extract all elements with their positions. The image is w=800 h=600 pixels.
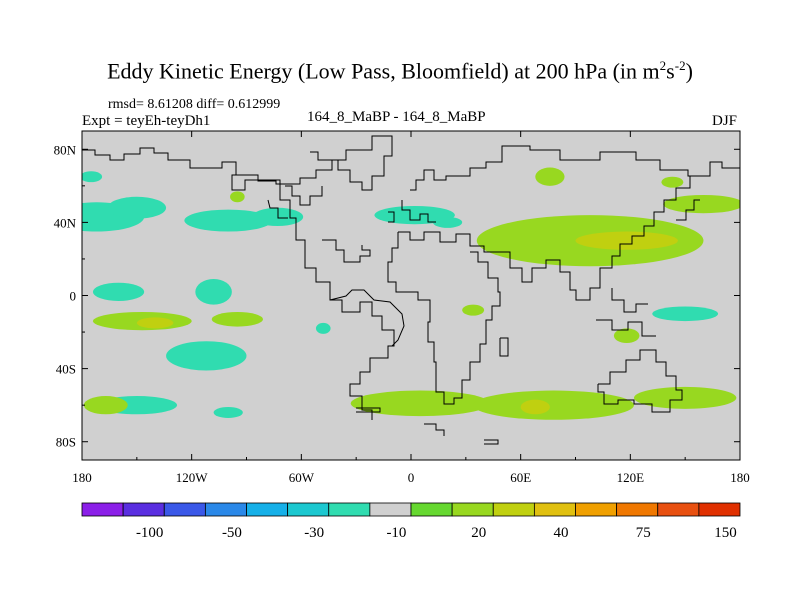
colorbar-swatch: [287, 502, 330, 517]
colorbar-swatch: [698, 502, 741, 517]
y-tick-label: 40S: [56, 362, 76, 377]
colorbar-label: -100: [136, 525, 164, 541]
x-tick-label: 60W: [289, 470, 315, 485]
y-tick-label: 40N: [54, 215, 77, 230]
region-np-45n-cyan: [107, 196, 167, 219]
region-so-65s-cyan-b: [213, 406, 243, 418]
region-med-40n-cyan: [432, 216, 463, 228]
x-tick-label: 180: [730, 470, 750, 485]
region-ep-0-cyan: [92, 282, 145, 301]
colorbar-label: 75: [636, 525, 651, 541]
expt-label: Expt = teyEh-teyDh1: [82, 113, 211, 129]
region-so-60s-green-ee: [633, 386, 737, 409]
region-so-60s-green-e: [473, 390, 634, 420]
region-wp-15s-green: [613, 328, 640, 344]
y-tick-label: 0: [70, 289, 77, 304]
region-so-60s-green-c: [350, 390, 490, 417]
season-label: DJF: [712, 113, 738, 129]
colorbar-swatch: [533, 502, 576, 517]
y-axis-ticks: 80N 40N 0 40S 80S: [54, 142, 740, 450]
chart-title: Eddy Kinetic Energy (Low Pass, Bloomfiel…: [0, 58, 800, 84]
colorbar-label: -30: [304, 525, 324, 541]
colorbar-swatch: [163, 502, 206, 517]
region-sp-10s-green-b: [211, 311, 263, 327]
y-tick-label: 80S: [56, 435, 76, 450]
x-tick-label: 0: [408, 470, 415, 485]
colorbar-swatch: [328, 502, 371, 517]
region-so-60s-green-w: [83, 396, 128, 415]
region-so-60s-yellow: [520, 399, 550, 415]
chart-title-end: ): [685, 58, 693, 84]
contour-regions: [82, 167, 740, 420]
colorbar-label: -10: [386, 525, 406, 541]
region-np-65n-green: [661, 176, 684, 188]
colorbar-label: 20: [471, 525, 486, 541]
region-np-45n-green-e: [663, 194, 740, 214]
colorbar-swatch: [122, 502, 165, 517]
colorbar: -100 -50 -30 -10 20 40 75 150: [81, 502, 741, 541]
chart-title-main: Eddy Kinetic Energy (Low Pass, Bloomfiel…: [107, 58, 660, 84]
x-tick-label: 60E: [510, 470, 531, 485]
region-sa-cyan: [315, 322, 331, 334]
colorbar-label: 150: [714, 525, 737, 541]
region-asia-65n-green: [535, 167, 565, 186]
region-sp-30s-cyan: [166, 341, 247, 371]
center-label: 164_8_MaBP - 164_8_MaBP: [307, 109, 486, 125]
region-io-10s-green: [462, 304, 485, 316]
colorbar-swatch: [657, 502, 700, 517]
region-sp-10s-yellow: [136, 317, 174, 329]
region-arctic-cyan: [82, 171, 103, 183]
coastlines: [82, 135, 740, 445]
y-tick-label: 80N: [54, 142, 77, 157]
region-ep-10s-cyan: [195, 279, 232, 305]
colorbar-label: -50: [222, 525, 242, 541]
x-tick-label: 120E: [617, 470, 645, 485]
x-tick-label: 120W: [176, 470, 209, 485]
region-asia-40n-yellow: [575, 231, 678, 250]
colorbar-swatch: [492, 502, 535, 517]
colorbar-label: 40: [553, 525, 568, 541]
x-tick-label: 180: [72, 470, 92, 485]
colorbar-swatch: [81, 502, 124, 517]
chart-title-exp2: -2: [674, 58, 686, 73]
colorbar-swatch: [410, 502, 453, 517]
chart-title-mid: s: [666, 58, 675, 84]
region-wp-10s-cyan: [652, 306, 719, 322]
chart-title-exp1: 2: [659, 58, 667, 73]
region-atl-60n-green: [230, 191, 245, 203]
region-eur-45n-cyan: [374, 205, 455, 225]
x-axis-ticks: 180 120W 60W 0 60E 120E 180: [72, 131, 750, 485]
colorbar-swatch: [246, 502, 289, 517]
stats-text: rmsd= 8.61208 diff= 0.612999: [108, 97, 281, 112]
colorbar-swatch: [451, 502, 494, 517]
region-na-40n-cyan: [184, 209, 273, 232]
colorbar-swatch: [575, 502, 618, 517]
colorbar-swatch: [616, 502, 659, 517]
colorbar-swatch: [369, 502, 412, 517]
colorbar-swatch: [204, 502, 247, 517]
